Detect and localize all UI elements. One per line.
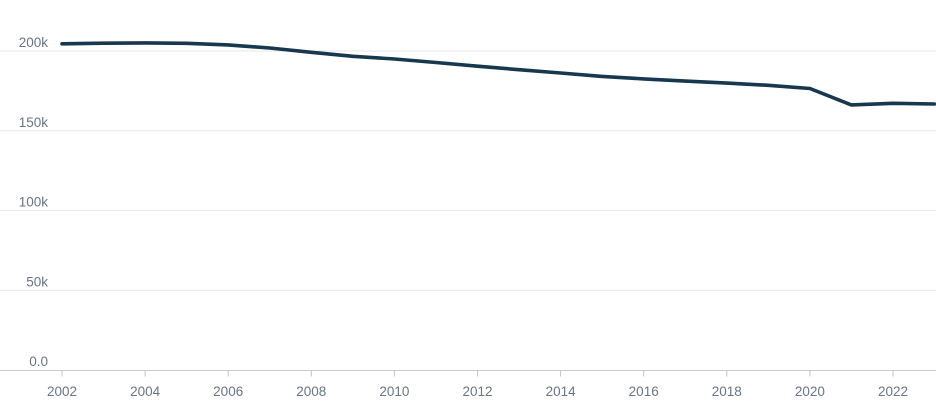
x-axis-label: 2002 bbox=[47, 384, 77, 399]
x-axis-label: 2022 bbox=[878, 384, 908, 399]
x-axis-label: 2016 bbox=[629, 384, 659, 399]
y-axis-label: 200k bbox=[19, 35, 49, 50]
y-axis-label: 50k bbox=[26, 274, 48, 289]
data-series-line bbox=[60, 41, 936, 107]
x-axis-label: 2010 bbox=[379, 384, 409, 399]
y-axis-label: 0.0 bbox=[29, 354, 48, 369]
x-axis-label: 2004 bbox=[130, 384, 161, 399]
x-axis-label: 2020 bbox=[795, 384, 825, 399]
y-axis-label: 100k bbox=[19, 195, 49, 210]
x-axis-label: 2014 bbox=[546, 384, 577, 399]
x-axis-label: 2018 bbox=[712, 384, 742, 399]
x-axis-label: 2006 bbox=[213, 384, 243, 399]
x-axis-label: 2008 bbox=[296, 384, 326, 399]
x-axis-label: 2012 bbox=[462, 384, 492, 399]
y-axis-label: 150k bbox=[19, 115, 49, 130]
